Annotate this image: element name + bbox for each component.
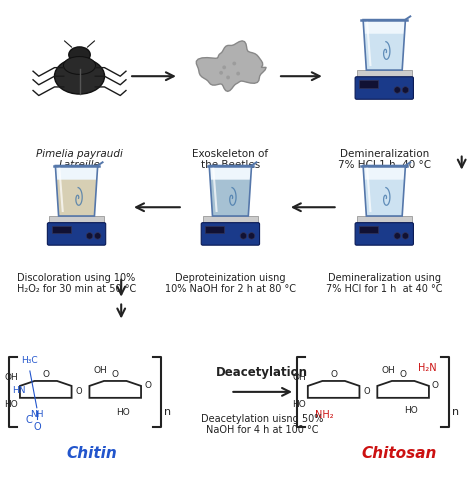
Polygon shape xyxy=(196,41,266,91)
FancyBboxPatch shape xyxy=(356,216,412,224)
Ellipse shape xyxy=(69,47,90,63)
Circle shape xyxy=(232,62,236,66)
Polygon shape xyxy=(364,34,404,70)
Text: OH: OH xyxy=(93,366,107,375)
Ellipse shape xyxy=(55,58,105,94)
Text: HO: HO xyxy=(292,400,306,409)
Polygon shape xyxy=(209,166,252,216)
Text: OH: OH xyxy=(4,373,18,382)
FancyBboxPatch shape xyxy=(47,223,106,245)
Text: n: n xyxy=(164,407,171,417)
FancyBboxPatch shape xyxy=(206,226,224,233)
FancyBboxPatch shape xyxy=(359,226,378,233)
FancyBboxPatch shape xyxy=(49,216,104,224)
Circle shape xyxy=(394,233,401,239)
Polygon shape xyxy=(55,166,98,216)
Text: NH₂: NH₂ xyxy=(315,410,334,420)
Text: n: n xyxy=(452,407,459,417)
Circle shape xyxy=(94,233,101,239)
Text: O: O xyxy=(144,381,151,390)
FancyBboxPatch shape xyxy=(355,77,413,99)
FancyBboxPatch shape xyxy=(359,80,378,88)
Polygon shape xyxy=(20,381,72,398)
Polygon shape xyxy=(90,381,141,398)
Circle shape xyxy=(226,76,230,80)
Text: O: O xyxy=(112,370,119,379)
Polygon shape xyxy=(56,180,97,216)
Text: Demineralization using
7% HCl for 1 h  at 40 °C: Demineralization using 7% HCl for 1 h at… xyxy=(326,273,443,295)
Circle shape xyxy=(394,87,401,93)
Text: O: O xyxy=(432,381,439,390)
Text: Deacetylation: Deacetylation xyxy=(216,366,308,379)
Circle shape xyxy=(86,233,93,239)
Text: HO: HO xyxy=(116,408,130,417)
Polygon shape xyxy=(363,166,405,216)
Text: C: C xyxy=(25,415,32,425)
Text: O: O xyxy=(400,370,407,379)
Text: HO: HO xyxy=(404,406,418,415)
Circle shape xyxy=(240,233,246,239)
Text: O: O xyxy=(33,422,41,432)
Circle shape xyxy=(402,233,409,239)
Text: H₂N: H₂N xyxy=(419,363,437,373)
Circle shape xyxy=(248,233,255,239)
Text: O: O xyxy=(363,388,370,397)
Text: Demineralization
7% HCl 1 h  40 °C: Demineralization 7% HCl 1 h 40 °C xyxy=(337,148,431,170)
FancyBboxPatch shape xyxy=(355,223,413,245)
Polygon shape xyxy=(308,381,359,398)
Text: NH: NH xyxy=(30,410,44,419)
Polygon shape xyxy=(210,180,251,216)
Text: HN: HN xyxy=(12,386,26,395)
FancyBboxPatch shape xyxy=(201,223,260,245)
Text: Chitosan: Chitosan xyxy=(362,446,437,461)
Polygon shape xyxy=(363,20,405,70)
Text: H₃C: H₃C xyxy=(21,356,38,365)
Text: Pimelia payraudi
Latreille: Pimelia payraudi Latreille xyxy=(36,148,123,170)
Circle shape xyxy=(222,66,226,69)
Text: Deproteinization uisng
10% NaOH for 2 h at 80 °C: Deproteinization uisng 10% NaOH for 2 h … xyxy=(165,273,296,295)
Text: Chitin: Chitin xyxy=(66,446,117,461)
Text: Exoskeleton of
the Beetles: Exoskeleton of the Beetles xyxy=(192,148,268,170)
Text: HO: HO xyxy=(4,400,18,409)
Text: OH: OH xyxy=(381,366,395,375)
Text: O: O xyxy=(75,388,82,397)
Polygon shape xyxy=(377,381,429,398)
FancyBboxPatch shape xyxy=(52,226,71,233)
Text: OH: OH xyxy=(292,373,306,382)
Circle shape xyxy=(402,87,409,93)
Text: O: O xyxy=(42,370,49,379)
Text: Deacetylation uisng 50%
NaOH for 4 h at 100 °C: Deacetylation uisng 50% NaOH for 4 h at … xyxy=(201,414,323,435)
Text: Discoloration using 10%
H₂O₂ for 30 min at 50 °C: Discoloration using 10% H₂O₂ for 30 min … xyxy=(17,273,136,295)
Circle shape xyxy=(236,72,240,76)
FancyBboxPatch shape xyxy=(356,70,412,78)
Circle shape xyxy=(219,71,223,75)
Polygon shape xyxy=(364,180,404,216)
Ellipse shape xyxy=(64,57,96,74)
Text: O: O xyxy=(330,370,337,379)
FancyBboxPatch shape xyxy=(203,216,258,224)
